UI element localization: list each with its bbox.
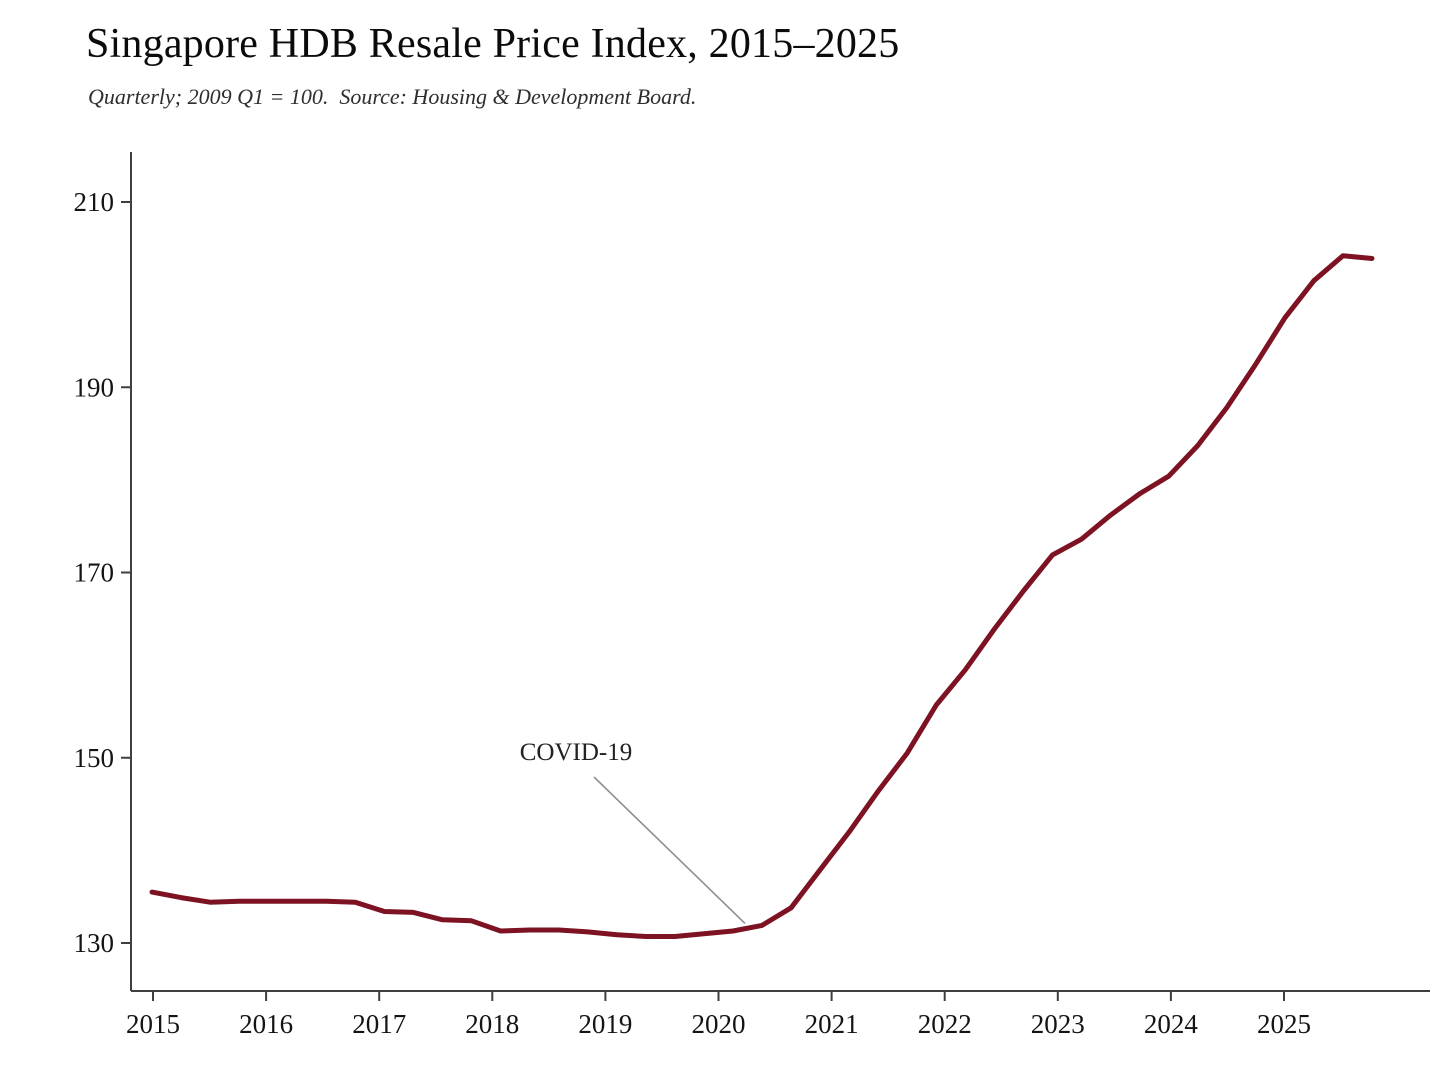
y-tick-label: 190 (74, 372, 115, 402)
series-group (149, 253, 1375, 939)
x-tick-label: 2016 (239, 1009, 293, 1039)
covid-annotation-label: COVID-19 (520, 739, 633, 766)
resale-index-line (149, 253, 1375, 939)
axes-group (130, 152, 1430, 992)
covid-leader-line (593, 776, 746, 924)
x-tick-group: 2015 2016 2017 2018 2019 2020 2021 2022 2023 2024… (126, 991, 1311, 1039)
y-tick-group: 130 150 170 190 210 (74, 187, 131, 958)
x-tick-label: 2022 (918, 1009, 972, 1039)
chart-subtitle: Quarterly; 2009 Q1 = 100. Source: Housin… (88, 84, 697, 109)
x-tick-label: 2021 (805, 1009, 859, 1039)
x-tick-label: 2023 (1031, 1009, 1085, 1039)
x-tick-label: 2019 (578, 1009, 632, 1039)
x-tick-label: 2015 (126, 1009, 180, 1039)
x-tick-label: 2018 (465, 1009, 519, 1039)
y-tick-label: 150 (74, 743, 115, 773)
y-tick-label: 210 (74, 187, 115, 217)
x-tick-label: 2017 (352, 1009, 406, 1039)
y-tick-label: 130 (74, 928, 115, 958)
x-tick-label: 2025 (1257, 1009, 1311, 1039)
x-tick-label: 2020 (692, 1009, 746, 1039)
chart-title: Singapore HDB Resale Price Index, 2015–2… (86, 21, 900, 67)
x-tick-label: 2024 (1144, 1009, 1199, 1039)
y-tick-label: 170 (74, 558, 115, 588)
